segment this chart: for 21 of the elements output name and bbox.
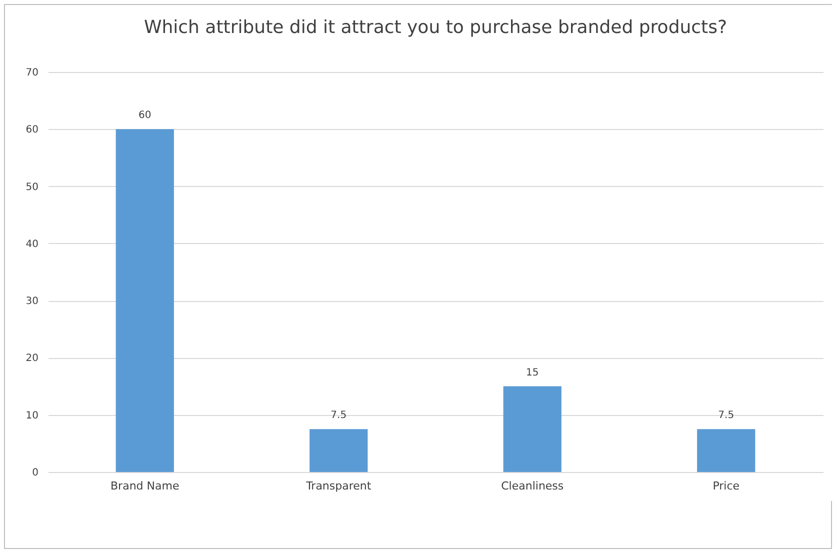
- y-tick-label: 70: [26, 68, 38, 78]
- y-tick-label: 30: [26, 296, 38, 308]
- y-tick-label: 40: [26, 238, 38, 250]
- x-tick-label: Price: [712, 480, 740, 492]
- y-tick-label: 60: [26, 124, 38, 136]
- data-label: 7.5: [330, 410, 347, 422]
- data-label: 60: [138, 110, 152, 122]
- bar: [310, 429, 368, 472]
- y-tick-label: 10: [26, 410, 38, 422]
- y-tick-label: 50: [26, 182, 38, 193]
- y-tick-label: 0: [32, 468, 38, 478]
- x-tick-label: Brand Name: [110, 480, 180, 492]
- x-tick-label: Cleanliness: [501, 480, 564, 492]
- bar: [697, 429, 756, 472]
- bar: [503, 386, 562, 472]
- data-label: 15: [526, 367, 539, 378]
- bar: [116, 129, 174, 472]
- chart-title: Which attribute did it attract you to purchase branded products?: [144, 17, 728, 38]
- x-tick-label: Transparent: [305, 480, 372, 492]
- y-tick-label: 20: [26, 353, 38, 364]
- data-label: 7.5: [718, 410, 734, 422]
